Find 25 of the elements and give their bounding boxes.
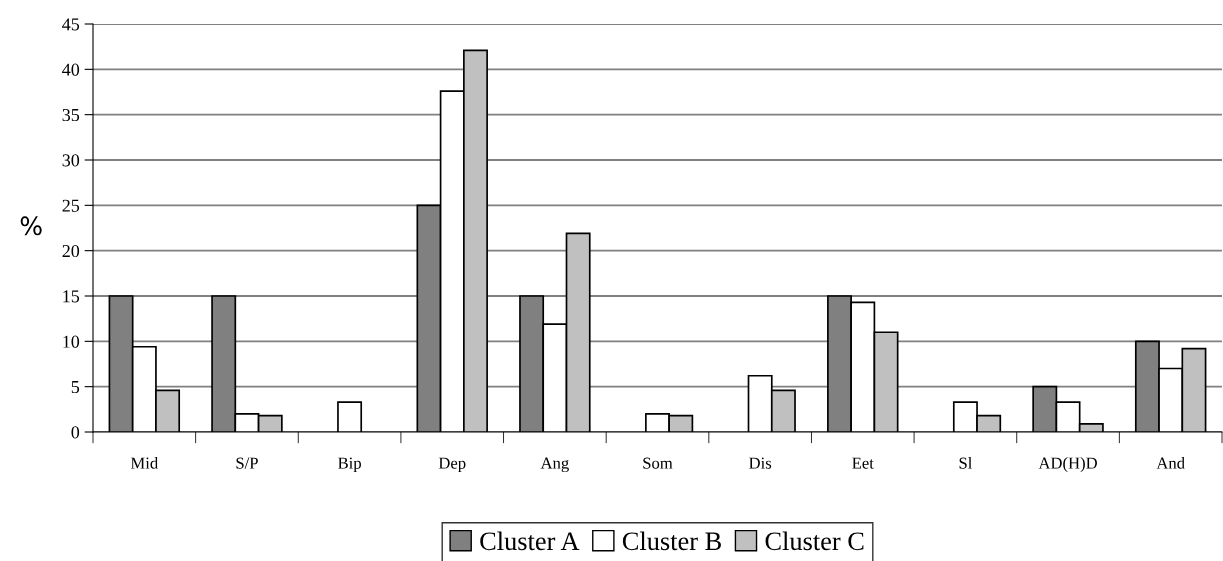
y-tick-label: 5: [71, 381, 80, 394]
x-tick-label: Mid: [130, 457, 159, 469]
legend-label: Cluster B: [622, 531, 721, 551]
x-tick-label: Sl: [959, 457, 973, 469]
y-tick-label: 0: [71, 426, 80, 439]
x-tick-label: Dis: [749, 457, 772, 469]
y-tick-label: 25: [62, 199, 80, 212]
x-tick-label: Ang: [540, 457, 569, 473]
y-tick-label: 30: [62, 154, 80, 167]
y-axis-title: %: [20, 216, 42, 236]
y-tick-label: 45: [62, 18, 80, 31]
x-tick-label: AD(H)D: [1038, 457, 1097, 473]
y-tick-label: 35: [62, 108, 80, 122]
legend-label: Cluster A: [480, 531, 580, 551]
x-tick-label: Eet: [852, 457, 874, 469]
y-tick-label: 20: [62, 244, 80, 258]
x-tick-label: Bip: [338, 457, 361, 473]
y-tick-label: 10: [63, 335, 80, 348]
x-tick-label: S/P: [236, 457, 258, 469]
x-tick-label: And: [1156, 457, 1185, 469]
x-tick-label: Som: [643, 457, 673, 469]
y-tick-label: 40: [62, 63, 80, 76]
legend-label: Cluster C: [765, 531, 864, 551]
x-tick-label: Dep: [438, 457, 466, 473]
y-tick-label: 15: [63, 290, 80, 303]
